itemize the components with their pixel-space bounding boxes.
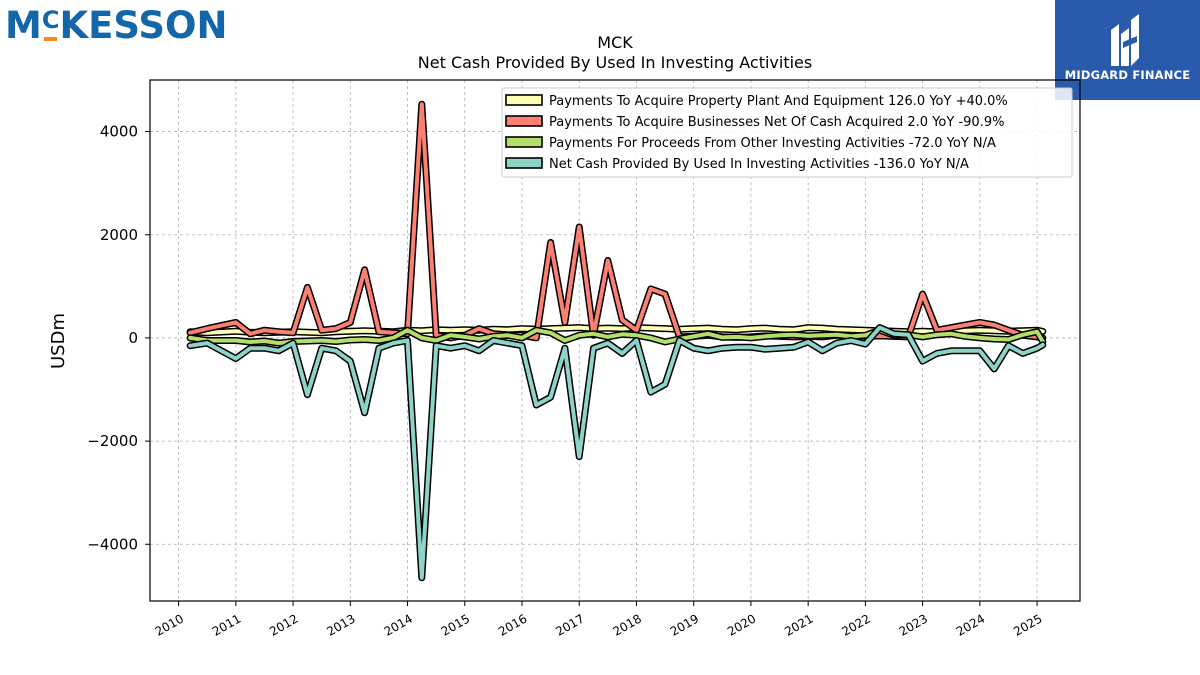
legend-label-4: Net Cash Provided By Used In Investing A… <box>549 157 969 172</box>
x-tick-label: 2011 <box>210 611 243 638</box>
logo-letters-rest: KESSON <box>59 4 228 47</box>
y-axis-label: USDm <box>48 313 69 369</box>
x-tick-label: 2016 <box>496 611 529 638</box>
x-tick-label: 2017 <box>553 611 586 638</box>
plot-frame <box>149 79 1081 602</box>
legend-box <box>501 87 1073 178</box>
logo-letter-c-with-bar: C <box>41 0 60 46</box>
chart-title: MCK <box>597 33 633 52</box>
y-tick-label: 2000 <box>100 226 138 244</box>
y-tick-label: −4000 <box>87 535 138 553</box>
x-tick-label: 2025 <box>1011 611 1044 638</box>
legend-swatch-3 <box>505 136 543 148</box>
x-tick-label: 2010 <box>153 611 186 638</box>
x-tick-label: 2021 <box>782 611 815 638</box>
logo-orange-bar <box>43 37 58 41</box>
legend-label-2: Payments To Acquire Businesses Net Of Ca… <box>549 115 1004 130</box>
legend-swatch-1 <box>505 94 543 106</box>
x-tick-label: 2023 <box>897 611 930 638</box>
x-tick-label: 2018 <box>611 611 644 638</box>
badge-label: MIDGARD FINANCE <box>1064 68 1191 82</box>
series-line-4 <box>188 325 1045 580</box>
series-layer <box>186 100 1047 582</box>
midgard-logo-mark-icon <box>1111 14 1139 66</box>
chart-subtitle: Net Cash Provided By Used In Investing A… <box>418 53 812 72</box>
x-tick-label: 2012 <box>267 611 300 638</box>
y-tick-label: 0 <box>128 329 138 347</box>
legend-swatch-2 <box>505 115 543 127</box>
midgard-finance-badge: MIDGARD FINANCE <box>1055 0 1200 100</box>
x-tick-label: 2014 <box>382 611 415 638</box>
x-tick-label: 2024 <box>954 611 987 638</box>
x-tick-label: 2019 <box>668 611 701 638</box>
y-tick-label: 4000 <box>100 123 138 141</box>
logo-letter-c: C <box>41 6 60 34</box>
y-tick-label: −2000 <box>87 432 138 450</box>
legend-label-3: Payments For Proceeds From Other Investi… <box>549 136 996 151</box>
series-line-2 <box>188 102 1045 340</box>
legend-label-1: Payments To Acquire Property Plant And E… <box>549 94 1008 109</box>
x-tick-label: 2015 <box>439 611 472 638</box>
x-tick-label: 2020 <box>725 611 758 638</box>
logo-letter-m: M <box>5 4 42 47</box>
legend-swatch-4 <box>505 157 543 169</box>
mckesson-logo: MC KESSON <box>5 0 227 46</box>
x-tick-label: 2022 <box>839 611 872 638</box>
x-tick-label: 2013 <box>324 611 357 638</box>
legend: Payments To Acquire Property Plant And E… <box>501 87 1073 178</box>
